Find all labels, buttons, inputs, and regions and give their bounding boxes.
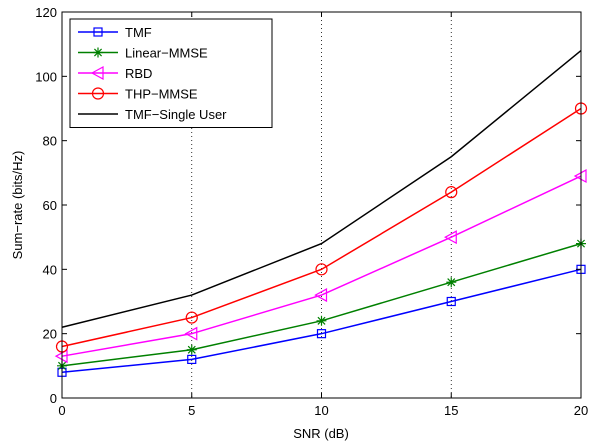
- data-point: [187, 354, 197, 364]
- y-tick-label: 100: [35, 69, 57, 84]
- x-tick-label: 10: [314, 403, 328, 418]
- series-line: [61, 175, 582, 357]
- series-4: [61, 50, 582, 328]
- data-point: [315, 263, 328, 276]
- series-line: [61, 50, 582, 328]
- y-tick-label: 120: [35, 5, 57, 20]
- y-tick-label: 20: [43, 327, 57, 342]
- series-line: [61, 268, 582, 374]
- plot-frame: [61, 11, 582, 399]
- x-axis-label: SNR (dB): [293, 426, 349, 441]
- legend-label: TMF−Single User: [125, 107, 227, 122]
- x-tick-label: 15: [444, 403, 458, 418]
- y-axis-label: Sum−rate (bits/Hz): [10, 151, 25, 260]
- legend: TMF Linear−MMSE RBD THP−MMSE TMF−Single User: [69, 18, 273, 128]
- data-point: [443, 230, 457, 245]
- data-point: [185, 311, 198, 324]
- data-point: [446, 277, 457, 288]
- data-point: [316, 329, 327, 339]
- y-tick-label: 60: [43, 198, 57, 213]
- axis-ticks: 0 5 10 15 20 0 20 40 60 80 100 120: [35, 5, 588, 418]
- series-line: [61, 107, 582, 348]
- legend-marker: [93, 27, 103, 37]
- legend-label: TMF: [125, 25, 152, 40]
- legend-marker: [91, 87, 105, 100]
- legend-marker: [90, 65, 104, 81]
- data-point: [186, 344, 197, 355]
- x-tick-label: 20: [574, 403, 588, 418]
- y-tick-label: 80: [43, 134, 57, 149]
- legend-label: THP−MMSE: [125, 87, 198, 102]
- legend-label: Linear−MMSE: [125, 46, 208, 61]
- x-tick-label: 0: [58, 403, 65, 418]
- data-point: [184, 326, 198, 341]
- data-point: [446, 296, 456, 307]
- y-tick-label: 0: [50, 391, 57, 406]
- y-tick-label: 40: [43, 262, 57, 277]
- data-point: [445, 186, 458, 199]
- x-tick-label: 5: [188, 403, 195, 418]
- legend-marker: [93, 47, 103, 58]
- data-point: [316, 315, 327, 326]
- legend-label: RBD: [125, 66, 152, 81]
- data-point: [314, 288, 328, 303]
